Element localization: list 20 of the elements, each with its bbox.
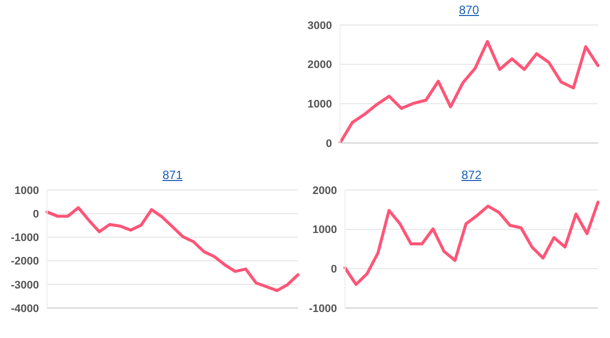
y-tick-label: 1000	[312, 224, 337, 236]
y-tick-label: -1000	[10, 232, 39, 244]
y-tick-label: -4000	[10, 302, 39, 315]
y-tick-label: -1000	[308, 302, 337, 315]
line-series	[46, 206, 300, 292]
y-tick-label: 2000	[308, 59, 332, 72]
y-tick-label: 2000	[312, 184, 337, 197]
y-tick-label: 0	[330, 264, 337, 276]
line-series	[338, 40, 600, 143]
y-tick-label: 0	[32, 208, 39, 221]
chart-title: 870	[458, 3, 480, 17]
chart-title: 872	[460, 168, 483, 182]
y-tick-label: -2000	[10, 256, 39, 268]
y-tick-label: 3000	[308, 20, 332, 32]
chart-title: 871	[161, 168, 184, 182]
y-tick-label: -3000	[10, 279, 39, 292]
y-tick-label: 1000	[308, 98, 332, 111]
line-series	[344, 200, 600, 286]
y-tick-label: 0	[326, 138, 332, 150]
y-tick-label: 1000	[14, 184, 39, 197]
